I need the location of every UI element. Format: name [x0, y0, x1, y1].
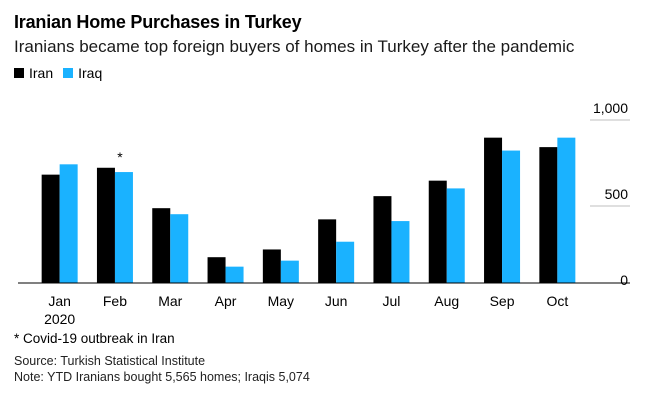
annotations: * — [117, 149, 123, 165]
legend-swatch-iran — [14, 68, 24, 78]
x-year-label: 2020 — [44, 311, 75, 327]
y-tick-label: 1,000 — [593, 100, 628, 116]
chart-title: Iranian Home Purchases in Turkey — [14, 12, 302, 32]
x-tick-label: Jun — [325, 293, 348, 309]
legend-label-iraq: Iraq — [78, 65, 103, 81]
y-tick-label: 0 — [620, 272, 628, 288]
bar-iran-aug — [428, 180, 447, 283]
x-tick-label: Apr — [215, 293, 237, 309]
chart-subtitle: Iranians became top foreign buyers of ho… — [14, 37, 575, 56]
bars — [41, 137, 576, 283]
bar-iran-apr — [207, 257, 226, 283]
bar-iraq-oct — [557, 137, 576, 283]
legend-label-iran: Iran — [29, 65, 54, 81]
bar-iran-mar — [152, 208, 171, 283]
x-tick-label: May — [268, 293, 294, 309]
bar-iraq-apr — [225, 266, 244, 283]
bar-iran-jun — [318, 219, 337, 283]
bar-iraq-feb — [114, 172, 133, 283]
footnote: * Covid-19 outbreak in Iran — [14, 331, 175, 346]
legend-item-iran: Iran — [14, 65, 53, 81]
bar-iran-jan — [41, 174, 60, 283]
x-tick-label: Sep — [490, 293, 515, 309]
legend: Iran Iraq — [14, 65, 112, 81]
x-tick-label: Mar — [158, 293, 182, 309]
x-tick-label: Jan — [48, 293, 71, 309]
bar-iraq-jun — [336, 241, 355, 283]
x-tick-label: Aug — [434, 293, 459, 309]
y-tick-label: 500 — [605, 186, 629, 202]
x-tick-label: Feb — [103, 293, 127, 309]
bar-iraq-may — [280, 260, 299, 283]
x-tick-label: Oct — [546, 293, 568, 309]
x-axis: Jan 2020 Feb Mar Apr May Jun Jul Aug Sep Oct — [18, 282, 630, 327]
y-axis: 0 500 1,000 — [593, 100, 628, 288]
bar-iraq-jan — [59, 164, 78, 283]
bar-iran-sep — [484, 137, 503, 283]
bar-iraq-jul — [391, 221, 410, 283]
source-note: Source: Turkish Statistical Institute — [14, 354, 206, 368]
bar-iraq-aug — [446, 188, 465, 283]
bar-iraq-sep — [502, 150, 521, 283]
bar-iran-oct — [539, 147, 558, 283]
bar-iran-feb — [96, 167, 115, 283]
bar-iraq-mar — [170, 214, 189, 283]
gridlines — [590, 119, 630, 207]
annotation-asterisk: * — [117, 149, 123, 165]
ytd-note: Note: YTD Iranians bought 5,565 homes; I… — [14, 370, 310, 384]
bar-iran-jul — [373, 196, 392, 283]
bar-iran-may — [262, 249, 281, 283]
legend-swatch-iraq — [63, 68, 74, 78]
x-tick-label: Jul — [382, 293, 400, 309]
legend-item-iraq: Iraq — [63, 65, 102, 81]
